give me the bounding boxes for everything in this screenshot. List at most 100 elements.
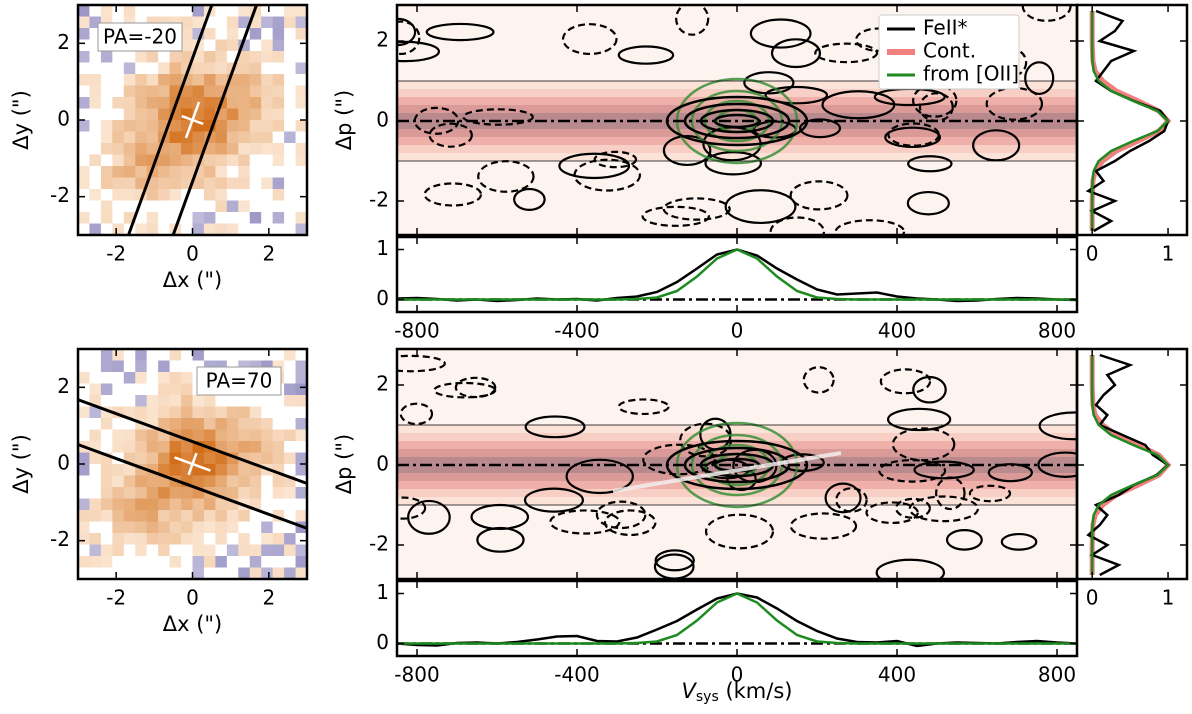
image-pixel bbox=[261, 510, 274, 522]
image-pixel bbox=[135, 383, 148, 396]
image-pixel bbox=[169, 131, 182, 144]
y-tick-label: 0 bbox=[376, 452, 389, 476]
image-pixel bbox=[123, 85, 136, 98]
image-pixel bbox=[89, 406, 102, 419]
image-pixel bbox=[249, 39, 262, 52]
image-pixel bbox=[192, 418, 205, 430]
noise-contour bbox=[879, 368, 932, 395]
noise-contour bbox=[770, 38, 822, 69]
image-pixel bbox=[169, 533, 182, 545]
image-pixel bbox=[203, 452, 216, 465]
image-pixel bbox=[249, 189, 262, 201]
image-pixel bbox=[238, 177, 251, 190]
image-pixel bbox=[215, 533, 228, 545]
image-pixel bbox=[89, 372, 102, 384]
image-pixel bbox=[89, 452, 102, 465]
image-pixel bbox=[272, 154, 285, 167]
image-pixel bbox=[146, 5, 159, 17]
image-pixel bbox=[203, 395, 216, 407]
image-pixel bbox=[215, 108, 228, 121]
image-pixel bbox=[238, 62, 251, 75]
image-pixel bbox=[249, 154, 262, 167]
image-pixel bbox=[78, 177, 90, 190]
image-pixel bbox=[238, 85, 251, 98]
noise-contour bbox=[1037, 451, 1077, 478]
image-pixel bbox=[112, 395, 125, 407]
image-pixel bbox=[284, 372, 297, 384]
image-pixel bbox=[78, 200, 90, 213]
noise-contour bbox=[413, 106, 460, 135]
image-pixel bbox=[146, 360, 159, 373]
image-pixel bbox=[215, 143, 228, 155]
noise-contour bbox=[1024, 61, 1055, 96]
plot-area bbox=[78, 349, 307, 579]
noise-contour bbox=[1000, 532, 1038, 551]
noise-contour bbox=[397, 496, 427, 520]
image-pixel bbox=[295, 120, 307, 132]
x-tick-label: 800 bbox=[1038, 663, 1076, 687]
image-pixel bbox=[249, 74, 262, 86]
image-pixel bbox=[89, 189, 102, 201]
image-pixel bbox=[100, 452, 113, 465]
image-pixel bbox=[100, 567, 113, 579]
image-pixel bbox=[112, 521, 125, 534]
image-pixel bbox=[295, 97, 307, 109]
image-pixel bbox=[272, 395, 285, 407]
image-pixel bbox=[226, 39, 239, 52]
image-pixel bbox=[158, 223, 171, 235]
x-tick-label: 400 bbox=[878, 319, 916, 343]
image-pixel bbox=[272, 567, 285, 579]
plot-area bbox=[1086, 353, 1172, 577]
image-pixel bbox=[100, 177, 113, 190]
annotation-box bbox=[97, 22, 183, 52]
image-pixel bbox=[226, 16, 239, 29]
image-pixel bbox=[158, 475, 171, 488]
image-pixel bbox=[203, 223, 216, 235]
image-pixel bbox=[78, 85, 90, 98]
noise-contour bbox=[397, 40, 441, 63]
image-pixel bbox=[169, 177, 182, 190]
image-pixel bbox=[192, 120, 205, 132]
image-pixel bbox=[89, 108, 102, 121]
slit-cross bbox=[187, 452, 198, 476]
image-pixel bbox=[158, 360, 171, 373]
image-pixel bbox=[135, 51, 148, 63]
image-pixel bbox=[284, 120, 297, 132]
noise-contour bbox=[743, 71, 795, 95]
image-pixel bbox=[135, 200, 148, 213]
image-pixel bbox=[272, 544, 285, 557]
image-pixel bbox=[249, 567, 262, 579]
image-pixel bbox=[226, 556, 239, 568]
image-pixel bbox=[112, 498, 125, 511]
image-pixel bbox=[158, 189, 171, 201]
image-pixel bbox=[226, 441, 239, 453]
image-pixel bbox=[169, 74, 182, 86]
image-pixel bbox=[203, 16, 216, 29]
image-pixel bbox=[261, 131, 274, 144]
noise-contour bbox=[802, 366, 835, 394]
image-pixel bbox=[203, 349, 216, 361]
image-pixel bbox=[100, 200, 113, 213]
image-pixel bbox=[112, 429, 125, 442]
image-pixel bbox=[295, 510, 307, 522]
image-pixel bbox=[203, 212, 216, 224]
image-pixel bbox=[135, 74, 148, 86]
image-pixel bbox=[261, 395, 274, 407]
image-pixel bbox=[181, 441, 193, 453]
image-pixel bbox=[192, 177, 205, 190]
noise-contour bbox=[513, 187, 546, 211]
image-pixel bbox=[284, 85, 297, 98]
image-pixel bbox=[261, 16, 274, 29]
image-pixel bbox=[215, 5, 228, 17]
image-pixel bbox=[295, 131, 307, 144]
y-tick-label: 0 bbox=[57, 107, 70, 131]
image-pixel bbox=[169, 5, 182, 17]
spectrum-line bbox=[397, 248, 1077, 303]
image-pixel bbox=[284, 383, 297, 396]
image-pixel bbox=[78, 154, 90, 167]
image-pixel bbox=[123, 349, 136, 361]
image-pixel bbox=[146, 189, 159, 201]
image-pixel bbox=[215, 475, 228, 488]
noise-contour bbox=[617, 45, 675, 65]
image-pixel bbox=[135, 85, 148, 98]
